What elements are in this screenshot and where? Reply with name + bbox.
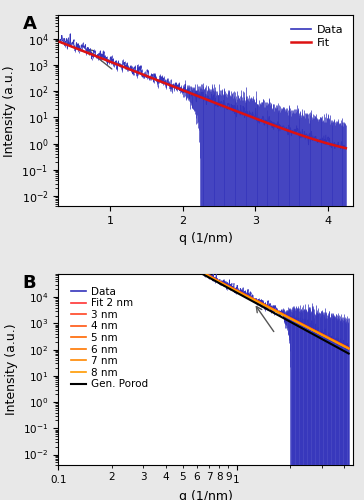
7 nm <box>306 325 310 331</box>
3 nm <box>225 282 229 288</box>
6 nm <box>74 205 78 211</box>
Text: A: A <box>23 15 37 33</box>
8 nm <box>306 325 310 331</box>
6 nm <box>306 324 310 330</box>
Fit <box>226 105 230 111</box>
4 nm <box>347 345 351 351</box>
Fit 2 nm <box>347 345 351 351</box>
Fit <box>58 39 62 45</box>
6 nm <box>276 310 281 316</box>
6 nm <box>347 346 351 352</box>
7 nm <box>74 206 78 212</box>
6 nm <box>56 196 60 202</box>
3 nm <box>56 196 60 202</box>
Text: B: B <box>23 274 36 291</box>
8 nm <box>74 206 78 212</box>
4 nm <box>56 196 60 202</box>
Fit <box>344 145 348 151</box>
Fit <box>108 59 112 65</box>
7 nm <box>276 310 281 316</box>
5 nm <box>276 309 281 315</box>
6 nm <box>232 286 237 292</box>
Y-axis label: Intensity (a.u.): Intensity (a.u.) <box>5 324 17 415</box>
5 nm <box>347 346 351 352</box>
Fit 2 nm <box>241 290 245 296</box>
5 nm <box>74 205 78 211</box>
Line: 7 nm: 7 nm <box>58 199 349 348</box>
7 nm <box>56 196 60 202</box>
Fit <box>273 123 277 129</box>
8 nm <box>347 346 351 352</box>
Fit 2 nm <box>306 324 310 330</box>
5 nm <box>225 282 229 288</box>
4 nm <box>276 309 281 315</box>
7 nm <box>347 346 351 352</box>
3 nm <box>347 345 351 351</box>
Line: 5 nm: 5 nm <box>58 199 349 348</box>
Fit 2 nm <box>56 196 60 202</box>
8 nm <box>241 292 245 298</box>
Fit <box>131 68 135 74</box>
5 nm <box>56 196 60 202</box>
Line: 8 nm: 8 nm <box>58 199 349 348</box>
3 nm <box>306 324 310 330</box>
X-axis label: q (1/nm): q (1/nm) <box>179 232 233 245</box>
8 nm <box>232 287 237 293</box>
X-axis label: q (1/nm): q (1/nm) <box>179 490 233 500</box>
Line: 6 nm: 6 nm <box>58 199 349 348</box>
8 nm <box>56 196 60 202</box>
3 nm <box>241 291 245 297</box>
Y-axis label: Intensity (a.u.): Intensity (a.u.) <box>3 65 16 156</box>
7 nm <box>241 292 245 298</box>
3 nm <box>276 309 281 315</box>
Legend: Data, Fit: Data, Fit <box>286 20 348 53</box>
3 nm <box>232 286 237 292</box>
8 nm <box>276 310 281 316</box>
5 nm <box>306 324 310 330</box>
Fit 2 nm <box>74 204 78 210</box>
5 nm <box>232 286 237 292</box>
6 nm <box>241 291 245 297</box>
4 nm <box>232 286 237 292</box>
7 nm <box>225 283 229 289</box>
Line: Fit 2 nm: Fit 2 nm <box>58 198 349 348</box>
Fit 2 nm <box>276 309 281 315</box>
Line: 3 nm: 3 nm <box>58 198 349 348</box>
4 nm <box>74 205 78 211</box>
Fit <box>249 114 253 119</box>
6 nm <box>225 283 229 289</box>
Fit 2 nm <box>225 282 229 288</box>
7 nm <box>232 287 237 293</box>
4 nm <box>225 282 229 288</box>
Legend: Data, Fit 2 nm, 3 nm, 4 nm, 5 nm, 6 nm, 7 nm, 8 nm, Gen. Porod: Data, Fit 2 nm, 3 nm, 4 nm, 5 nm, 6 nm, … <box>66 282 153 394</box>
Line: Fit: Fit <box>60 42 346 148</box>
4 nm <box>306 324 310 330</box>
5 nm <box>241 291 245 297</box>
Line: 4 nm: 4 nm <box>58 198 349 348</box>
3 nm <box>74 204 78 210</box>
Fit 2 nm <box>232 286 237 292</box>
Fit <box>187 90 191 96</box>
8 nm <box>225 283 229 289</box>
4 nm <box>241 291 245 297</box>
